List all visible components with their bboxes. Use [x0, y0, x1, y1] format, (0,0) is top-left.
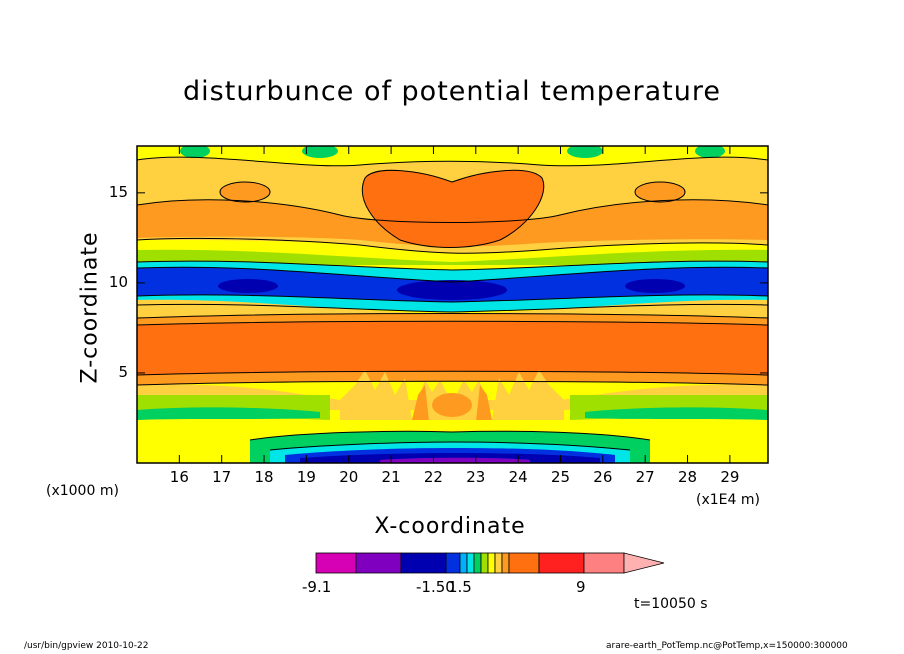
- colorbar-swatch: [487, 552, 496, 574]
- x-tick-label: 20: [339, 468, 359, 486]
- colorbar-swatch: [480, 552, 489, 574]
- x-tick-label: 25: [550, 468, 571, 486]
- colorbar-swatch: [355, 552, 402, 574]
- x-axis-label: X-coordinate: [374, 514, 526, 539]
- colorbar-swatch: [466, 552, 475, 574]
- x-tick-label: 21: [381, 468, 401, 486]
- x-tick-label: 22: [423, 468, 443, 486]
- colorbar-swatch: [473, 552, 482, 574]
- colorbar-swatch: [583, 552, 625, 574]
- y-tick-label: 5: [118, 362, 128, 381]
- colorbar-swatch: [400, 552, 447, 574]
- colorbar-swatch: [315, 552, 357, 574]
- y-tick-label: 15: [108, 182, 128, 201]
- x-axis-multiplier: (x1E4 m): [696, 492, 760, 508]
- colorbar-label: 1.5: [448, 578, 472, 596]
- colorbar-arrow: [623, 552, 665, 574]
- y-axis-multiplier: (x1000 m): [46, 483, 119, 499]
- colorbar-swatch: [494, 552, 503, 574]
- colorbar-swatch: [445, 552, 461, 574]
- colorbar-swatch: [508, 552, 540, 574]
- colorbar-label: -1.50: [416, 578, 455, 596]
- x-tick-label: 26: [593, 468, 613, 486]
- x-tick-label: 23: [466, 468, 486, 486]
- footer-right: arare-earth_PotTemp.nc@PotTemp,x=150000:…: [606, 641, 848, 651]
- contour-field: [137, 146, 768, 463]
- x-tick-label: 29: [720, 468, 740, 486]
- x-tick-label: 19: [296, 468, 316, 486]
- x-tick-label: 18: [254, 468, 274, 486]
- chart-title: disturbunce of potential temperature: [183, 76, 721, 107]
- colorbar-swatch: [459, 552, 468, 574]
- x-tick-label: 17: [212, 468, 232, 486]
- colorbar: [315, 552, 665, 574]
- x-tick-label: 24: [508, 468, 528, 486]
- y-tick-label: 10: [108, 272, 128, 291]
- time-label: t=10050 s: [634, 596, 708, 612]
- axis-ticks: [137, 146, 768, 463]
- x-tick-label: 28: [677, 468, 698, 486]
- colorbar-label: 9: [576, 578, 586, 596]
- x-tick-label: 16: [169, 468, 189, 486]
- x-tick-label: 27: [635, 468, 655, 486]
- y-axis-label: Z-coordinate: [77, 231, 103, 384]
- plot-frame: [136, 145, 769, 464]
- colorbar-swatch: [501, 552, 510, 574]
- footer-left: /usr/bin/gpview 2010-10-22: [24, 641, 149, 651]
- colorbar-label: -9.1: [302, 578, 332, 596]
- colorbar-swatch: [538, 552, 585, 574]
